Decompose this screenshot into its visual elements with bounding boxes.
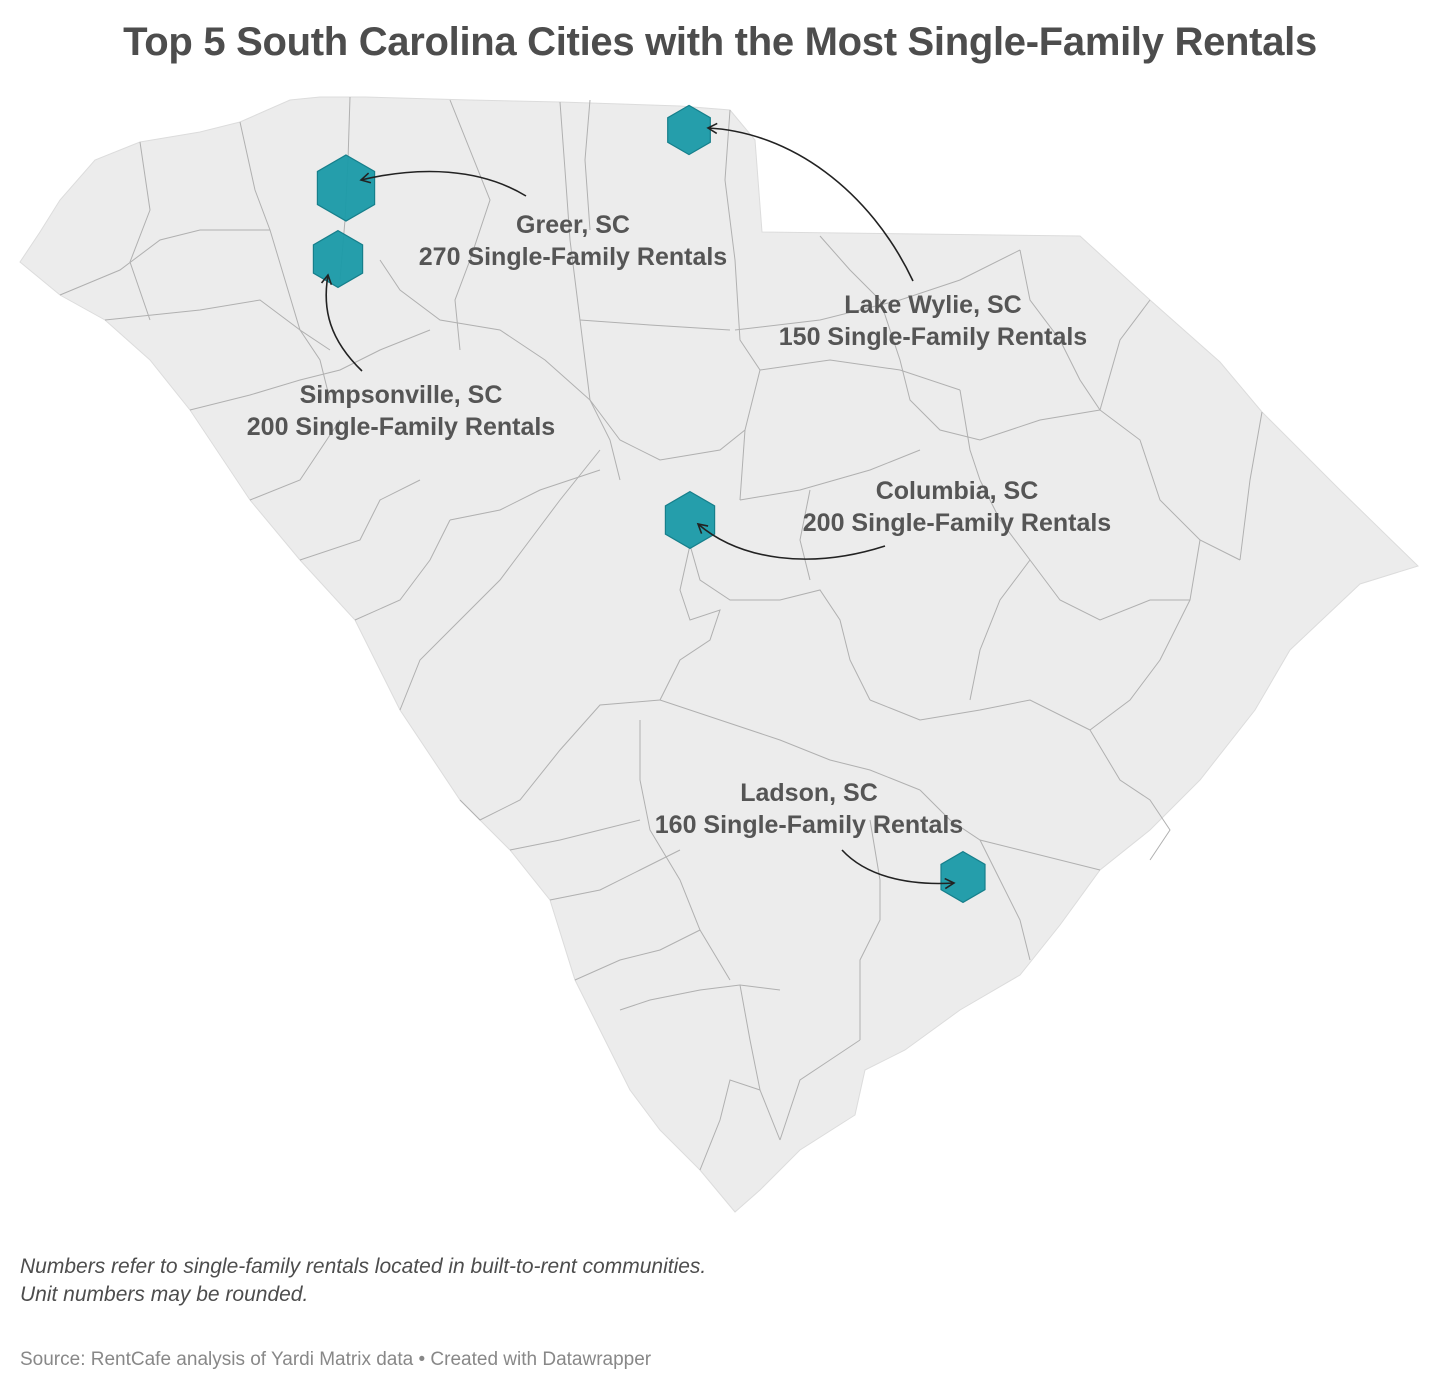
footnote-line-2: Unit numbers may be rounded. (20, 1283, 309, 1306)
arrow-ladson (841, 849, 956, 890)
label-city-lake-wylie: Lake Wylie, SC (844, 291, 1021, 319)
arrow-lake-wylie (706, 122, 914, 282)
footnote-line-1: Numbers refer to single-family rentals l… (20, 1255, 707, 1278)
arrow-columbia (696, 522, 886, 560)
county-borders (59, 96, 1263, 1171)
source-credit: Source: RentCafe analysis of Yardi Matri… (20, 1349, 652, 1370)
hexagon-icon-greer (316, 154, 376, 222)
label-city-simpsonville: Simpsonville, SC (300, 381, 503, 409)
label-city-columbia: Columbia, SC (876, 477, 1039, 505)
label-city-greer: Greer, SC (516, 211, 630, 239)
label-value-greer: 270 Single-Family Rentals (419, 243, 727, 271)
arrow-greer (359, 170, 527, 197)
connector-arrows (320, 122, 956, 890)
arrow-simpsonville (320, 273, 363, 372)
chart-title: Top 5 South Carolina Cities with the Mos… (123, 20, 1317, 64)
label-value-columbia: 200 Single-Family Rentals (803, 509, 1111, 537)
footnotes: Numbers refer to single-family rentals l… (20, 1253, 706, 1309)
state-outline (19, 96, 1419, 1213)
label-value-simpsonville: 200 Single-Family Rentals (247, 413, 555, 441)
label-city-ladson: Ladson, SC (740, 779, 878, 807)
city-labels: Greer, SC 270 Single-Family Rentals Simp… (247, 211, 1111, 839)
label-value-ladson: 160 Single-Family Rentals (655, 811, 963, 839)
hexagon-icon-simpsonville (312, 229, 364, 289)
hexagon-icon-lake-wylie (667, 104, 711, 156)
city-markers (312, 104, 986, 904)
hexagon-icon-columbia (664, 490, 716, 550)
label-value-lake-wylie: 150 Single-Family Rentals (779, 323, 1087, 351)
hexagon-icon-ladson (940, 850, 986, 904)
